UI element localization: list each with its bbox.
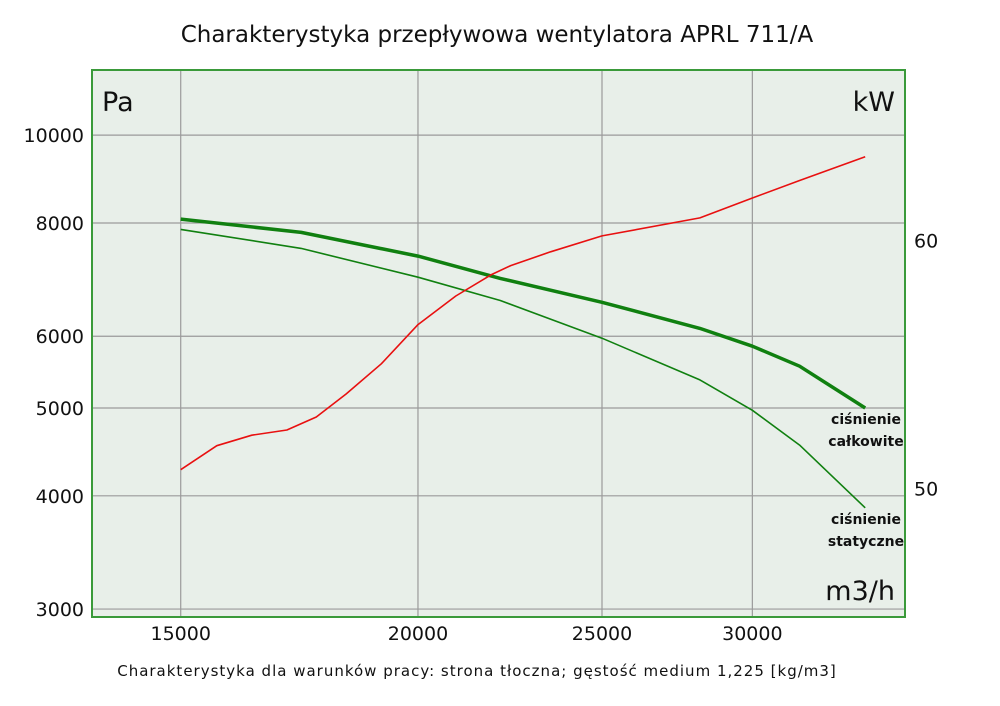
y-tick-label: 4000 — [36, 486, 84, 508]
total-pressure-line — [180, 217, 867, 410]
y-tick-label: 6000 — [36, 326, 84, 348]
chart-title: Charakterystyka przepływowa wentylatora … — [181, 22, 814, 48]
static-pressure-line — [180, 228, 866, 509]
y-tick-label: 3000 — [36, 599, 84, 621]
footnote: Charakterystyka dla warunków pracy: stro… — [117, 662, 837, 680]
series-label-static-1: ciśnienie — [831, 512, 901, 528]
tick-labels: 15000 20000 25000 30000 3000 4000 5000 6000 8000… — [24, 125, 939, 645]
grid — [92, 70, 905, 617]
series-lines — [180, 156, 867, 509]
x-tick-label: 25000 — [572, 623, 632, 645]
x-axis-label: m3/h — [825, 576, 895, 607]
series-label-total-2: całkowite — [828, 434, 903, 450]
y-tick-label: 10000 — [24, 125, 84, 147]
x-tick-label: 30000 — [722, 623, 782, 645]
y2-tick-label: 50 — [914, 479, 938, 501]
series-label-static-2: statyczne — [828, 534, 904, 550]
y2-tick-label: 60 — [914, 230, 938, 252]
x-tick-label: 20000 — [388, 623, 448, 645]
y2-axis-label: kW — [853, 87, 895, 118]
plot-border — [91, 69, 906, 618]
series-label-total-1: ciśnienie — [831, 412, 901, 428]
plot-background — [92, 70, 905, 617]
power-line — [180, 156, 866, 471]
y-tick-label: 8000 — [36, 213, 84, 235]
x-tick-label: 15000 — [150, 623, 210, 645]
y-axis-label: Pa — [102, 87, 134, 118]
y-tick-label: 5000 — [36, 398, 84, 420]
